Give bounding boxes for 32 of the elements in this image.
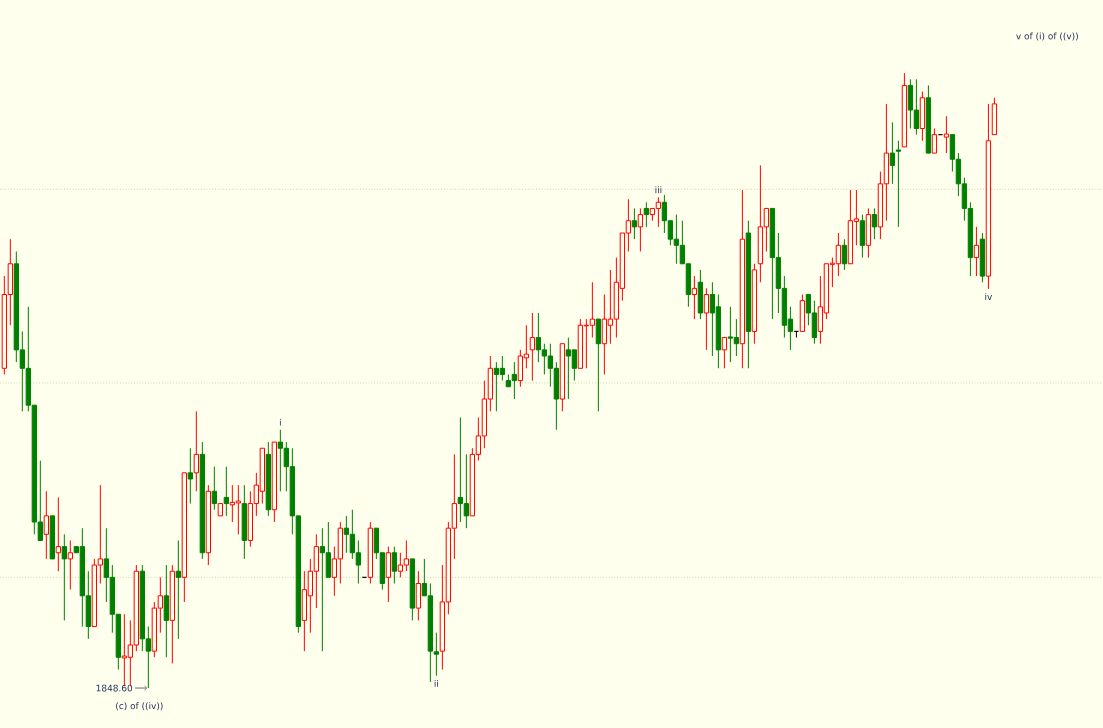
text: v of (i) of ((v)) — [1016, 32, 1078, 41]
candlestick — [643, 201, 650, 228]
candlestick — [193, 410, 199, 492]
candlestick — [529, 312, 536, 382]
candlestick — [211, 466, 217, 511]
candlestick — [973, 226, 980, 277]
candlestick — [943, 115, 950, 154]
candlestick — [55, 496, 61, 572]
candlestick — [895, 140, 902, 228]
candlestick — [931, 128, 938, 154]
candlestick — [691, 275, 698, 320]
candlestick — [703, 287, 710, 351]
annotation: 1848.60 — [96, 684, 133, 692]
annotation: iii — [655, 186, 662, 194]
candlestick — [721, 337, 728, 369]
candlestick — [187, 447, 193, 505]
candlestick — [61, 533, 67, 621]
candlestick — [391, 546, 398, 584]
annotation: ii — [434, 679, 439, 687]
candlestick — [871, 207, 878, 240]
candlestick — [43, 490, 49, 560]
candlestick — [841, 238, 848, 271]
candlestick — [889, 121, 896, 185]
text: (c) of ((iv)) — [116, 702, 163, 711]
candlestick — [67, 539, 73, 591]
annotation: iv — [985, 293, 993, 300]
candlestick — [175, 539, 181, 640]
candlestick — [793, 330, 800, 339]
annotation: i — [279, 418, 281, 426]
candlestick — [637, 207, 644, 252]
candlestick — [223, 466, 229, 517]
candlestick — [631, 207, 638, 240]
